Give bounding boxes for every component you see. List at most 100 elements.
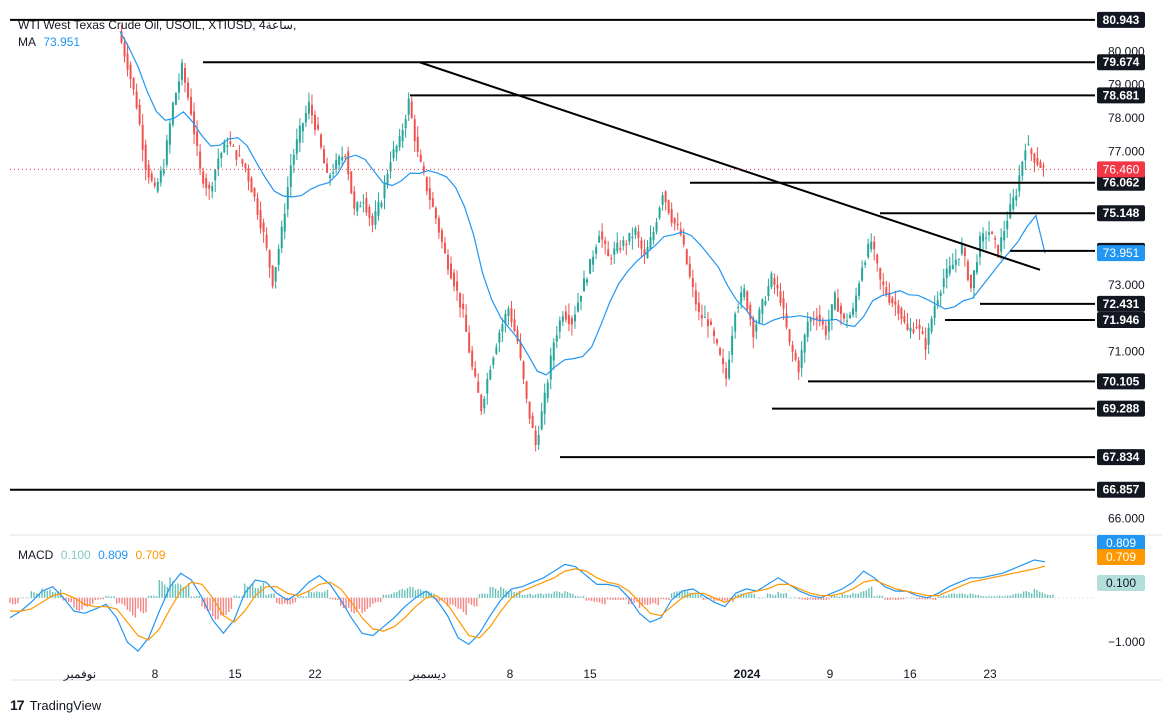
macd-histogram-bar <box>11 597 14 605</box>
candle-body <box>407 98 410 115</box>
macd-histogram-bar <box>860 592 862 598</box>
candle-body <box>486 378 489 394</box>
macd-histogram-bar <box>508 591 510 598</box>
macd-histogram-bar <box>134 597 137 618</box>
macd-histogram-bar <box>140 597 142 612</box>
candle-body <box>779 291 782 303</box>
macd-histogram-bar <box>129 597 131 612</box>
macd-histogram-bar <box>894 597 897 600</box>
macd-histogram-bar <box>321 592 323 598</box>
macd-histogram-bar <box>406 588 409 598</box>
macd-histogram-bar <box>966 594 969 598</box>
macd-histogram-bar <box>35 593 38 598</box>
macd-histogram-bar <box>902 597 905 600</box>
macd-histogram-bar <box>822 597 825 600</box>
candle-body <box>374 211 377 225</box>
candle-body <box>982 233 985 242</box>
candle-body <box>631 236 634 239</box>
macd-histogram-bar <box>780 593 782 598</box>
candle-body <box>619 248 622 250</box>
candle-body <box>546 382 549 399</box>
macd-histogram-bar <box>1033 588 1036 598</box>
macd-histogram-bar <box>113 596 115 598</box>
macd-histogram-bar <box>526 594 529 598</box>
ma-value: 73.951 <box>43 35 81 49</box>
macd-histogram-bar <box>548 593 550 598</box>
candle-body <box>694 290 697 305</box>
candle-body <box>404 119 407 129</box>
macd-histogram-bar <box>41 588 43 598</box>
macd-histogram-bar <box>614 597 617 600</box>
macd-histogram-bar <box>598 597 601 603</box>
macd-histogram-bar <box>420 589 422 598</box>
candle-body <box>220 152 223 159</box>
macd-histogram-bar <box>542 594 545 598</box>
candle-body <box>347 151 350 175</box>
candle-body <box>471 350 474 367</box>
macd-histogram-bar <box>870 586 873 598</box>
last-price-tag <box>1097 161 1145 178</box>
candle-body <box>625 243 628 245</box>
candle-body <box>335 160 338 170</box>
macd-histogram-bar <box>553 591 555 598</box>
macd-histogram-bar <box>278 597 281 605</box>
macd-histogram-bar <box>721 597 723 602</box>
candle-body <box>159 170 162 183</box>
footer-brand: TradingView <box>29 697 102 713</box>
tradingview-logo-icon: 17 <box>10 697 25 713</box>
macd-histogram-bar <box>262 582 265 598</box>
macd-histogram-bar <box>654 597 657 604</box>
macd-histogram-bar <box>657 597 659 606</box>
candle-body <box>456 281 459 291</box>
candle-body <box>129 64 132 80</box>
macd-histogram-bar <box>862 591 865 598</box>
macd-histogram-bar <box>1036 589 1038 598</box>
candle-body <box>637 231 640 238</box>
candle-body <box>761 299 764 314</box>
candle-body <box>815 317 818 320</box>
candle-body <box>740 292 743 303</box>
macd-histogram-bar <box>873 596 875 598</box>
macd-histogram-bar <box>750 593 753 598</box>
candle-body <box>510 308 513 323</box>
macd-value-tag-label: 0.809 <box>1106 536 1136 550</box>
candle-body <box>697 302 700 312</box>
candle-body <box>543 392 546 414</box>
macd-histogram-bar <box>185 586 187 598</box>
macd-histogram-bar <box>228 597 230 612</box>
candle-body <box>292 154 295 165</box>
macd-histogram-bar <box>977 595 980 598</box>
candle-body <box>271 265 274 287</box>
macd-histogram-bar <box>329 597 331 600</box>
macd-histogram-bar <box>393 592 395 598</box>
candle-body <box>979 235 982 258</box>
macd-histogram-bar <box>705 597 707 600</box>
candle-body <box>537 435 540 445</box>
candle-body <box>368 207 371 218</box>
macd-histogram-bar <box>601 597 603 604</box>
macd-histogram-bar <box>934 597 937 600</box>
macd-histogram-bar <box>697 594 699 598</box>
macd-histogram-bar <box>524 595 526 598</box>
macd-histogram-bar <box>1025 591 1028 598</box>
candle-body <box>861 267 864 281</box>
macd-histogram-bar <box>222 597 225 616</box>
candle-body <box>764 300 767 305</box>
macd-histogram-bar <box>313 592 315 598</box>
level-label: 69.288 <box>1103 402 1140 416</box>
macd-histogram-bar <box>748 593 750 598</box>
candle-body <box>329 174 332 179</box>
macd-histogram-bar <box>1020 593 1022 598</box>
candle-body <box>595 247 598 254</box>
candle-body <box>156 182 159 192</box>
time-axis-label: 16 <box>903 667 917 681</box>
candle-body <box>661 195 664 205</box>
macd-histogram-bar <box>644 597 646 605</box>
macd-histogram-bar <box>1006 595 1009 598</box>
candle-body <box>691 278 694 288</box>
candle-body <box>353 191 356 209</box>
candle-body <box>685 249 688 264</box>
candle-body <box>643 249 646 256</box>
candle-body <box>241 159 244 164</box>
